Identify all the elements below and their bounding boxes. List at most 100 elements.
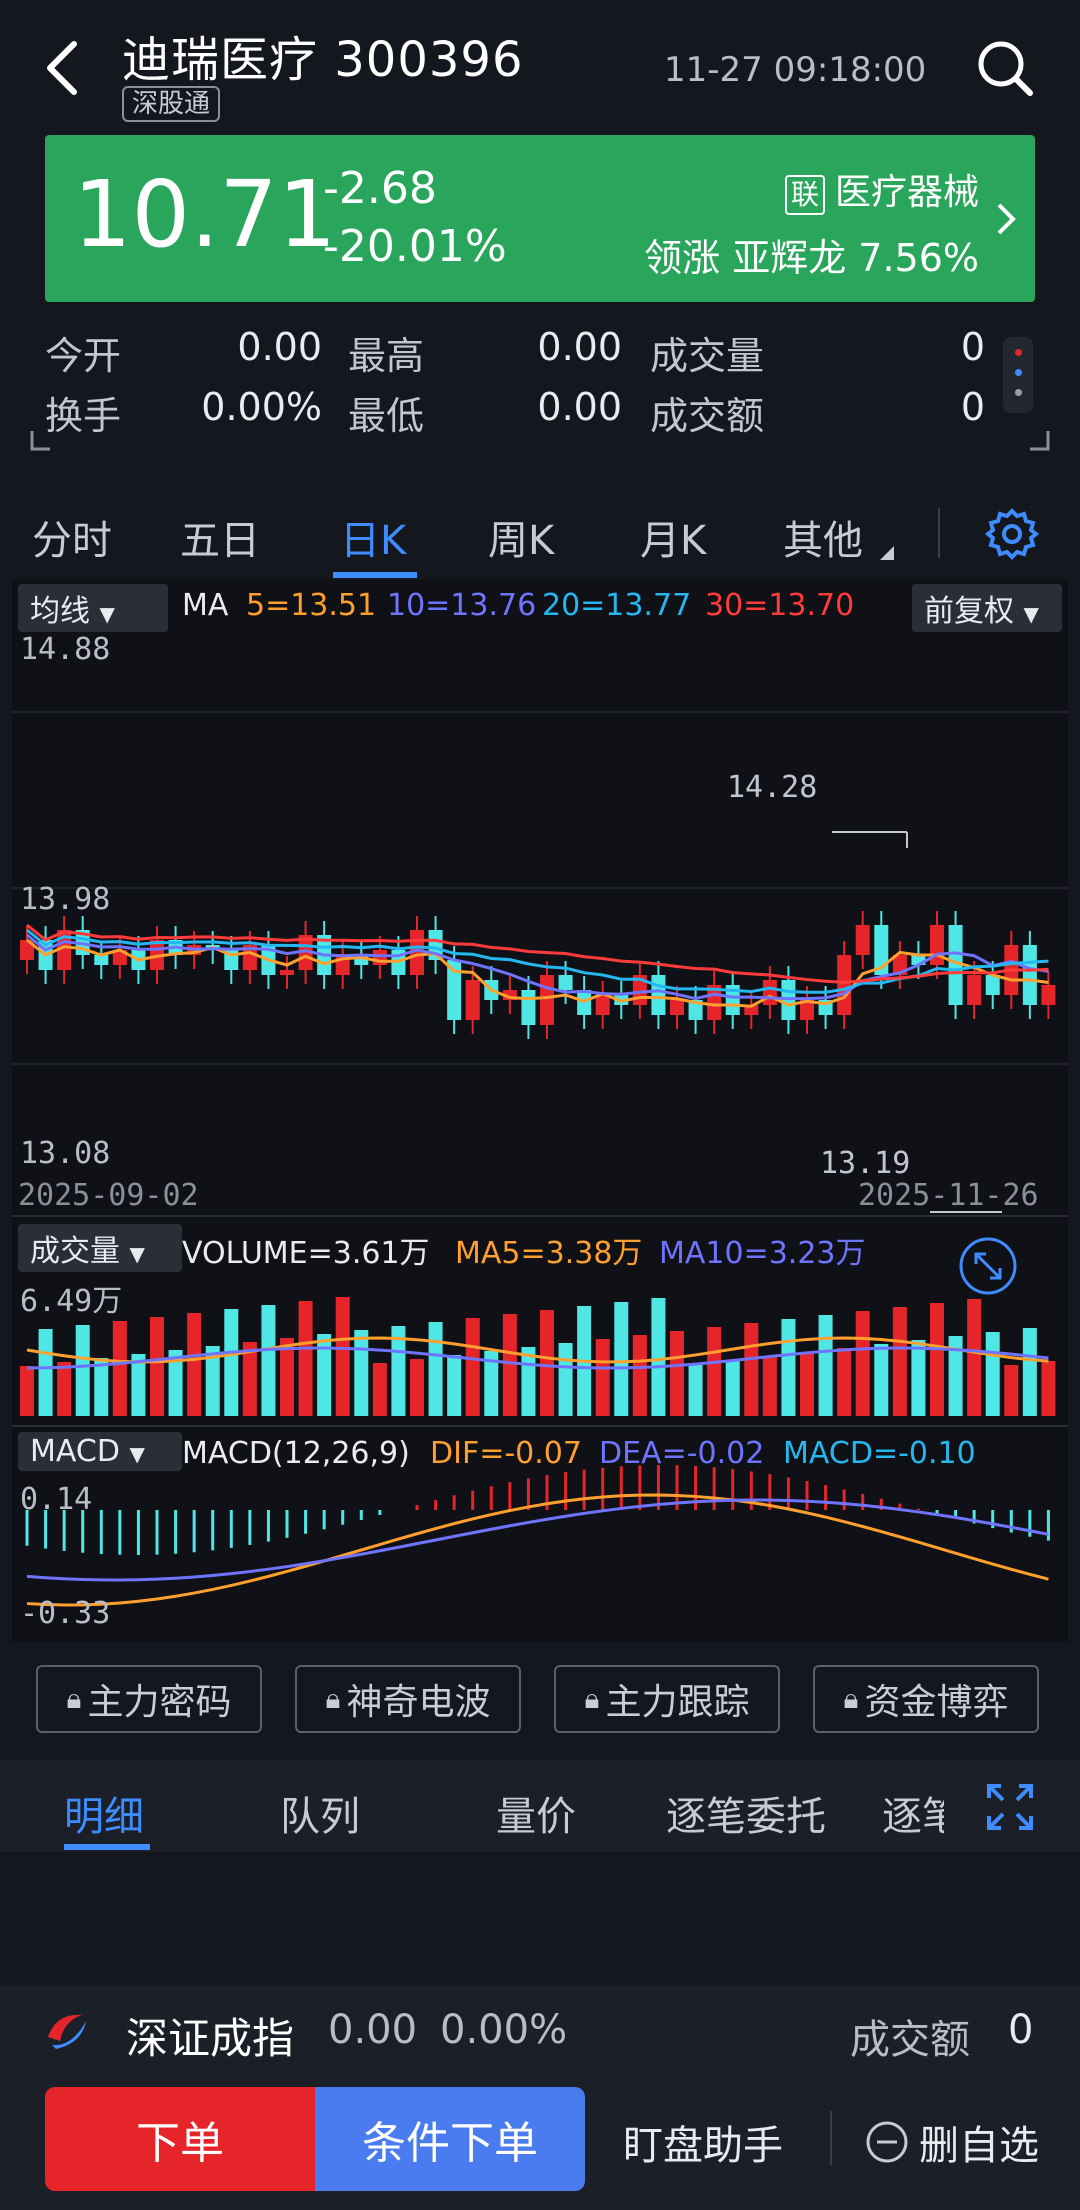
candle-body bbox=[874, 925, 889, 975]
volume-ma5-line bbox=[26, 1336, 1049, 1364]
volume-select-label: 成交量 bbox=[30, 1234, 120, 1269]
candle-body bbox=[112, 950, 127, 965]
candle-body bbox=[447, 960, 462, 1020]
conditional-order-button[interactable]: 条件下单 bbox=[315, 2087, 585, 2191]
index-amount: 0 bbox=[1008, 2007, 1034, 2053]
volume-bar bbox=[112, 1321, 127, 1416]
volume-bar bbox=[762, 1356, 777, 1416]
volume-bar bbox=[75, 1325, 90, 1416]
dropdown-triangle-icon bbox=[880, 546, 894, 560]
turnover-value: 0.00% bbox=[201, 385, 322, 429]
fund-game-button[interactable]: 🔒︎ 资金博弈 bbox=[813, 1665, 1039, 1733]
open-label: 今开 bbox=[45, 334, 122, 378]
volume-bar bbox=[1022, 1328, 1037, 1416]
search-icon[interactable] bbox=[975, 38, 1035, 98]
index-name: 深证成指 bbox=[126, 2014, 295, 2063]
expand-chart-icon[interactable] bbox=[958, 1236, 1018, 1296]
price-card[interactable]: 10.71 -2.68 -20.01% 联医疗器械 领涨 亚辉龙 7.56% bbox=[45, 135, 1035, 302]
tab-five-day[interactable]: 五日 bbox=[180, 518, 260, 564]
volume-bar bbox=[57, 1362, 72, 1416]
main-force-code-button[interactable]: 🔒︎ 主力密码 bbox=[36, 1665, 262, 1733]
back-arrow-icon[interactable] bbox=[42, 40, 82, 96]
indicator-select[interactable]: 均线 ▼ bbox=[18, 584, 168, 632]
candle-body bbox=[651, 975, 666, 1015]
tab-monthly-k[interactable]: 月K bbox=[640, 518, 707, 564]
index-amount-label: 成交额 bbox=[850, 2017, 970, 2063]
chart-area[interactable]: 均线 ▼ MA 5=13.51 10=13.76 20=13.77 30=13.… bbox=[12, 580, 1068, 1642]
candle-body bbox=[465, 980, 480, 1020]
ma-line bbox=[26, 938, 1049, 1008]
ma5-value: 5=13.51 bbox=[246, 588, 377, 623]
candle-body bbox=[744, 1005, 759, 1015]
volume-bar bbox=[855, 1311, 870, 1416]
tab-detail[interactable]: 明细 bbox=[64, 1794, 144, 1840]
candle-body bbox=[521, 990, 536, 1025]
magic-wave-button[interactable]: 🔒︎ 神奇电波 bbox=[295, 1665, 521, 1733]
kline-low-mark: 13.19 bbox=[820, 1146, 911, 1181]
lock-icon: 🔒︎ bbox=[584, 1682, 600, 1715]
tab-weekly-k[interactable]: 周K bbox=[488, 518, 555, 564]
fund-game-label: 资金博弈 bbox=[864, 1682, 1009, 1723]
volume-bar bbox=[447, 1355, 462, 1416]
page-indicator[interactable] bbox=[1003, 337, 1033, 413]
ma-label: MA bbox=[182, 588, 229, 623]
remove-circle-icon bbox=[866, 2121, 908, 2163]
volume-bar bbox=[372, 1363, 387, 1416]
volume-bar bbox=[892, 1307, 907, 1416]
volume-bar bbox=[428, 1322, 443, 1416]
remove-watchlist-button[interactable]: 删自选 bbox=[865, 2113, 1039, 2171]
volume-bar bbox=[911, 1340, 926, 1416]
volume-select[interactable]: 成交量 ▼ bbox=[18, 1224, 182, 1272]
ma20-value: 20=13.77 bbox=[542, 588, 692, 623]
current-price: 10.71 bbox=[73, 161, 337, 268]
candle-body bbox=[502, 990, 517, 1000]
action-bar: 下单 条件下单 盯盘助手 删自选 bbox=[0, 2075, 1080, 2210]
tab-other[interactable]: 其他 bbox=[783, 518, 863, 564]
index-bar[interactable]: 深证成指 0.00 0.00% 成交额 0 bbox=[0, 1985, 1080, 2075]
macd-dif: DIF=-0.07 bbox=[430, 1436, 582, 1471]
fullscreen-icon[interactable] bbox=[985, 1782, 1035, 1832]
candle-body bbox=[94, 955, 109, 965]
volume-bar bbox=[818, 1315, 833, 1416]
period-tabs: 分时 五日 日K 周K 月K 其他 bbox=[0, 488, 1080, 580]
candle-body bbox=[725, 985, 740, 1015]
watch-helper-button[interactable]: 盯盘助手 bbox=[623, 2123, 783, 2169]
tab-queue[interactable]: 队列 bbox=[280, 1794, 360, 1840]
corner-mark-left-icon bbox=[30, 431, 50, 451]
volume-bar bbox=[1041, 1361, 1056, 1416]
volume-y-top: 6.49万 bbox=[20, 1284, 123, 1319]
volume-bar bbox=[391, 1326, 406, 1416]
tab-volume-price[interactable]: 量价 bbox=[496, 1794, 576, 1840]
candle-body bbox=[967, 975, 982, 1005]
ma-line bbox=[26, 933, 1049, 1001]
tab-daily-k[interactable]: 日K bbox=[340, 518, 407, 564]
macd-select[interactable]: MACD ▼ bbox=[18, 1432, 182, 1471]
volume-bar bbox=[595, 1339, 610, 1416]
connect-tag: 深股通 bbox=[122, 86, 221, 122]
main-force-code-label: 主力密码 bbox=[87, 1682, 232, 1723]
volume-bar bbox=[614, 1302, 629, 1416]
volume-bar bbox=[558, 1343, 573, 1416]
volume-value: VOLUME=3.61万 bbox=[182, 1236, 430, 1271]
candle-body bbox=[762, 980, 777, 1005]
sector-leader: 领涨 亚辉龙 7.56% bbox=[644, 236, 979, 280]
volume-bar bbox=[298, 1301, 313, 1416]
volume-bar bbox=[725, 1360, 740, 1416]
adjust-select[interactable]: 前复权 ▼ bbox=[912, 584, 1062, 632]
main-force-track-button[interactable]: 🔒︎ 主力跟踪 bbox=[554, 1665, 780, 1733]
volume-bar bbox=[150, 1317, 164, 1416]
chevron-down-icon: ▼ bbox=[1023, 602, 1039, 626]
macd-dea-line bbox=[26, 1498, 1049, 1582]
shenzhen-index-logo-icon bbox=[48, 2014, 86, 2049]
tab-tick-trades[interactable]: 逐笔 bbox=[882, 1794, 944, 1840]
tab-intraday[interactable]: 分时 bbox=[32, 518, 112, 564]
volume-bar bbox=[335, 1297, 350, 1416]
volume-bar bbox=[410, 1359, 424, 1416]
kline-chart[interactable] bbox=[12, 630, 1068, 1642]
settings-gear-icon[interactable] bbox=[984, 506, 1040, 562]
sector-link[interactable]: 联医疗器械 bbox=[784, 163, 979, 215]
candle-body bbox=[57, 930, 72, 970]
candle-body bbox=[670, 1000, 684, 1015]
order-button[interactable]: 下单 bbox=[45, 2087, 315, 2191]
tab-tick-orders[interactable]: 逐笔委托 bbox=[666, 1794, 826, 1840]
